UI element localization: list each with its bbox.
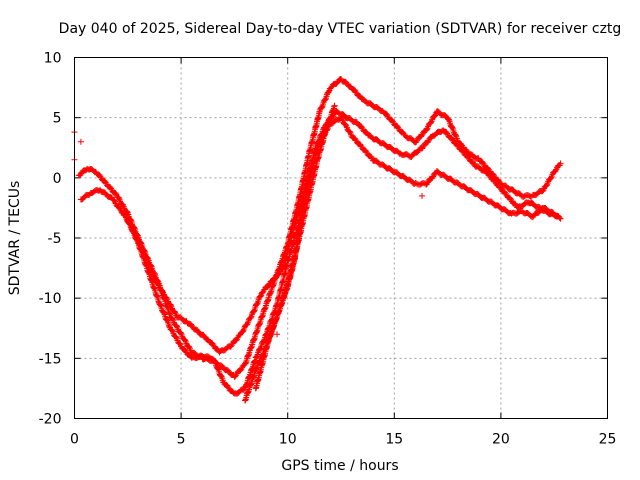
data-point (155, 281, 162, 288)
data-point (428, 119, 435, 126)
data-point (77, 138, 84, 145)
plot-frame (74, 57, 608, 419)
data-point (169, 316, 176, 323)
y-tick-label: 0 (53, 171, 62, 187)
data-point (178, 330, 185, 337)
series-track-e (252, 162, 317, 392)
data-point (556, 214, 563, 221)
data-point (425, 138, 432, 145)
data-point (111, 197, 118, 204)
data-points (71, 76, 564, 404)
x-tick-label: 25 (599, 432, 617, 448)
data-point (172, 309, 179, 316)
data-point (423, 126, 430, 133)
data-point (424, 180, 431, 187)
data-point (432, 112, 439, 119)
data-point (167, 302, 174, 309)
data-point (342, 121, 349, 128)
x-tick-label: 15 (385, 432, 403, 448)
data-point (176, 340, 183, 347)
y-axis-label: SDTVAR / TECUs (7, 181, 23, 296)
data-point (244, 321, 251, 328)
data-point (120, 202, 127, 209)
data-point (419, 192, 426, 199)
data-point (112, 190, 119, 197)
data-point (173, 323, 180, 330)
data-point (169, 327, 176, 334)
data-point (346, 128, 353, 135)
y-tick-label: -20 (39, 412, 62, 428)
y-tick-label: -10 (39, 291, 62, 307)
y-tick-label: -15 (39, 351, 62, 367)
axis-tick-labels: 0 5 10 15 20 25 -20 -15 -10 -5 0 5 10 (39, 51, 617, 448)
data-point (338, 114, 345, 121)
data-point (413, 138, 420, 145)
data-point (182, 337, 189, 344)
data-point (115, 194, 122, 201)
data-point (552, 167, 559, 174)
y-tick-label: -5 (48, 231, 62, 247)
x-tick-label: 0 (70, 432, 79, 448)
data-point (547, 175, 554, 182)
data-point (419, 144, 426, 151)
data-point (163, 295, 170, 302)
data-point (173, 334, 180, 341)
x-tick-label: 5 (177, 432, 186, 448)
x-tick-label: 20 (492, 432, 510, 448)
x-axis-label: GPS time / hours (281, 458, 398, 474)
data-point (240, 328, 247, 335)
data-point (122, 213, 129, 220)
data-point (557, 160, 564, 167)
series-track-a (75, 76, 564, 380)
y-tick-label: 10 (44, 51, 62, 67)
data-point (352, 136, 359, 143)
chart-title: Day 040 of 2025, Sidereal Day-to-day VTE… (59, 21, 622, 37)
y-tick-label: 5 (53, 111, 62, 127)
data-point (279, 265, 286, 272)
data-point (159, 288, 166, 295)
series-track-c (124, 114, 564, 397)
data-point (557, 215, 564, 222)
data-point (247, 314, 254, 321)
data-point (274, 331, 281, 338)
data-point (331, 102, 338, 109)
data-point (418, 132, 425, 139)
x-tick-label: 10 (279, 432, 297, 448)
data-point (429, 174, 436, 181)
data-point (310, 162, 317, 169)
data-point (116, 204, 123, 211)
